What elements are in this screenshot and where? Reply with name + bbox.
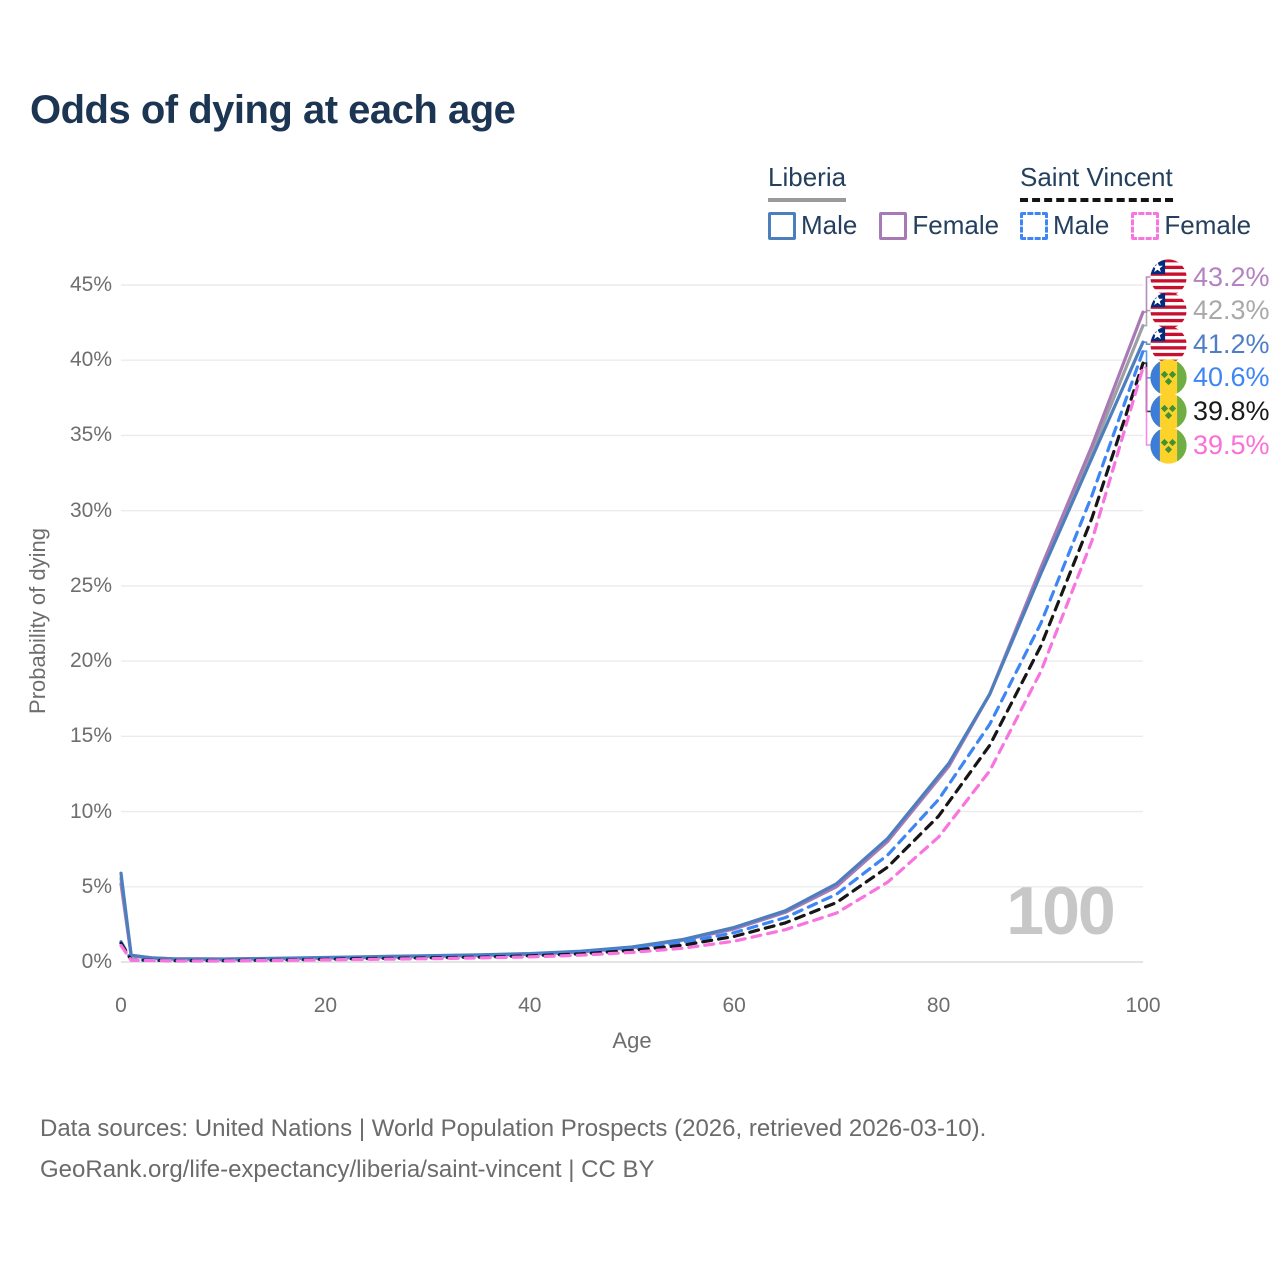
saint-vincent-flag-icon <box>1150 393 1187 430</box>
legend-item-label: Male <box>801 210 858 240</box>
liberia-flag-icon <box>1150 326 1187 363</box>
x-tick-60: 60 <box>722 994 746 1017</box>
footer-attribution: GeoRank.org/life-expectancy/liberia/sain… <box>40 1156 655 1183</box>
x-tick-0: 0 <box>115 994 127 1017</box>
page-title: Odds of dying at each age <box>30 88 516 132</box>
leader-line-liberia-male <box>1143 341 1152 346</box>
y-tick-10: 10% <box>69 799 112 823</box>
end-label-value: 42.3% <box>1193 295 1270 326</box>
end-label-saint-vincent-female: 39.5% <box>1150 426 1270 464</box>
saint-vincent-female-swatch-icon <box>1131 211 1160 240</box>
saint-vincent-flag-icon <box>1150 426 1187 464</box>
end-label-value: 39.5% <box>1193 429 1270 460</box>
x-tick-40: 40 <box>518 994 542 1017</box>
footer-data-sources: Data sources: United Nations | World Pop… <box>40 1115 987 1142</box>
liberia-flag-icon <box>1150 292 1187 329</box>
end-label-liberia-female: 43.2% <box>1150 258 1270 296</box>
leader-line-liberia-total <box>1143 309 1152 327</box>
end-label-value: 41.2% <box>1193 328 1270 359</box>
legend-group-saint-vincent: Saint Vincent Male Female <box>1020 162 1251 241</box>
x-axis-title: Age <box>612 1028 652 1053</box>
x-tick-80: 80 <box>926 994 951 1017</box>
y-tick-30: 30% <box>69 498 112 522</box>
legend-item-saint-vincent-female[interactable]: Female <box>1131 210 1251 241</box>
y-tick-5: 5% <box>81 874 112 898</box>
y-tick-45: 45% <box>69 273 112 296</box>
legend-item-label: Female <box>912 210 1000 240</box>
leader-line-saint-vincent-female <box>1143 366 1152 446</box>
y-tick-15: 15% <box>69 724 112 748</box>
series-line-liberia-female[interactable] <box>119 310 1145 962</box>
end-label-saint-vincent-male: 40.6% <box>1150 359 1270 397</box>
legend-group-title-saint-vincent: Saint Vincent <box>1020 162 1173 202</box>
liberia-male-swatch-icon <box>768 211 796 240</box>
y-tick-35: 35% <box>69 423 112 447</box>
age-watermark: 100 <box>1006 873 1115 949</box>
end-label-liberia-male: 41.2% <box>1150 325 1270 363</box>
legend-item-label: Female <box>1164 210 1252 240</box>
footer: Data sources: United Nations | World Pop… <box>40 1108 986 1190</box>
legend-item-label: Male <box>1053 210 1110 240</box>
saint-vincent-flag-icon <box>1150 359 1187 396</box>
end-label-value: 40.6% <box>1193 362 1270 393</box>
legend-group-title-liberia: Liberia <box>768 162 847 202</box>
legend-item-liberia-female[interactable]: Female <box>879 210 999 241</box>
series-line-saint-vincent-male[interactable] <box>119 349 1145 963</box>
legend-group-liberia: Liberia Male Female <box>768 162 999 241</box>
series-line-saint-vincent-total[interactable] <box>119 361 1145 963</box>
legend-item-saint-vincent-male[interactable]: Male <box>1020 210 1109 241</box>
y-tick-0: 0% <box>81 950 112 973</box>
y-tick-25: 25% <box>69 573 112 597</box>
legend-item-liberia-male[interactable]: Male <box>768 210 857 241</box>
end-label-value: 39.8% <box>1193 395 1270 426</box>
saint-vincent-male-swatch-icon <box>1020 211 1048 240</box>
end-label-saint-vincent-total: 39.8% <box>1150 392 1270 430</box>
liberia-female-swatch-icon <box>879 211 908 240</box>
end-label-value: 43.2% <box>1193 261 1270 292</box>
y-tick-40: 40% <box>69 348 112 372</box>
liberia-flag-icon <box>1150 258 1187 296</box>
y-axis-title: Probability of dying <box>25 528 50 714</box>
x-tick-20: 20 <box>313 994 338 1017</box>
y-tick-20: 20% <box>69 649 112 673</box>
leader-line-liberia-female <box>1143 276 1152 313</box>
series-line-liberia-total[interactable] <box>119 324 1145 961</box>
x-tick-100: 100 <box>1125 994 1161 1017</box>
series-line-saint-vincent-female[interactable] <box>119 366 1145 963</box>
end-label-liberia-total: 42.3% <box>1150 292 1270 330</box>
